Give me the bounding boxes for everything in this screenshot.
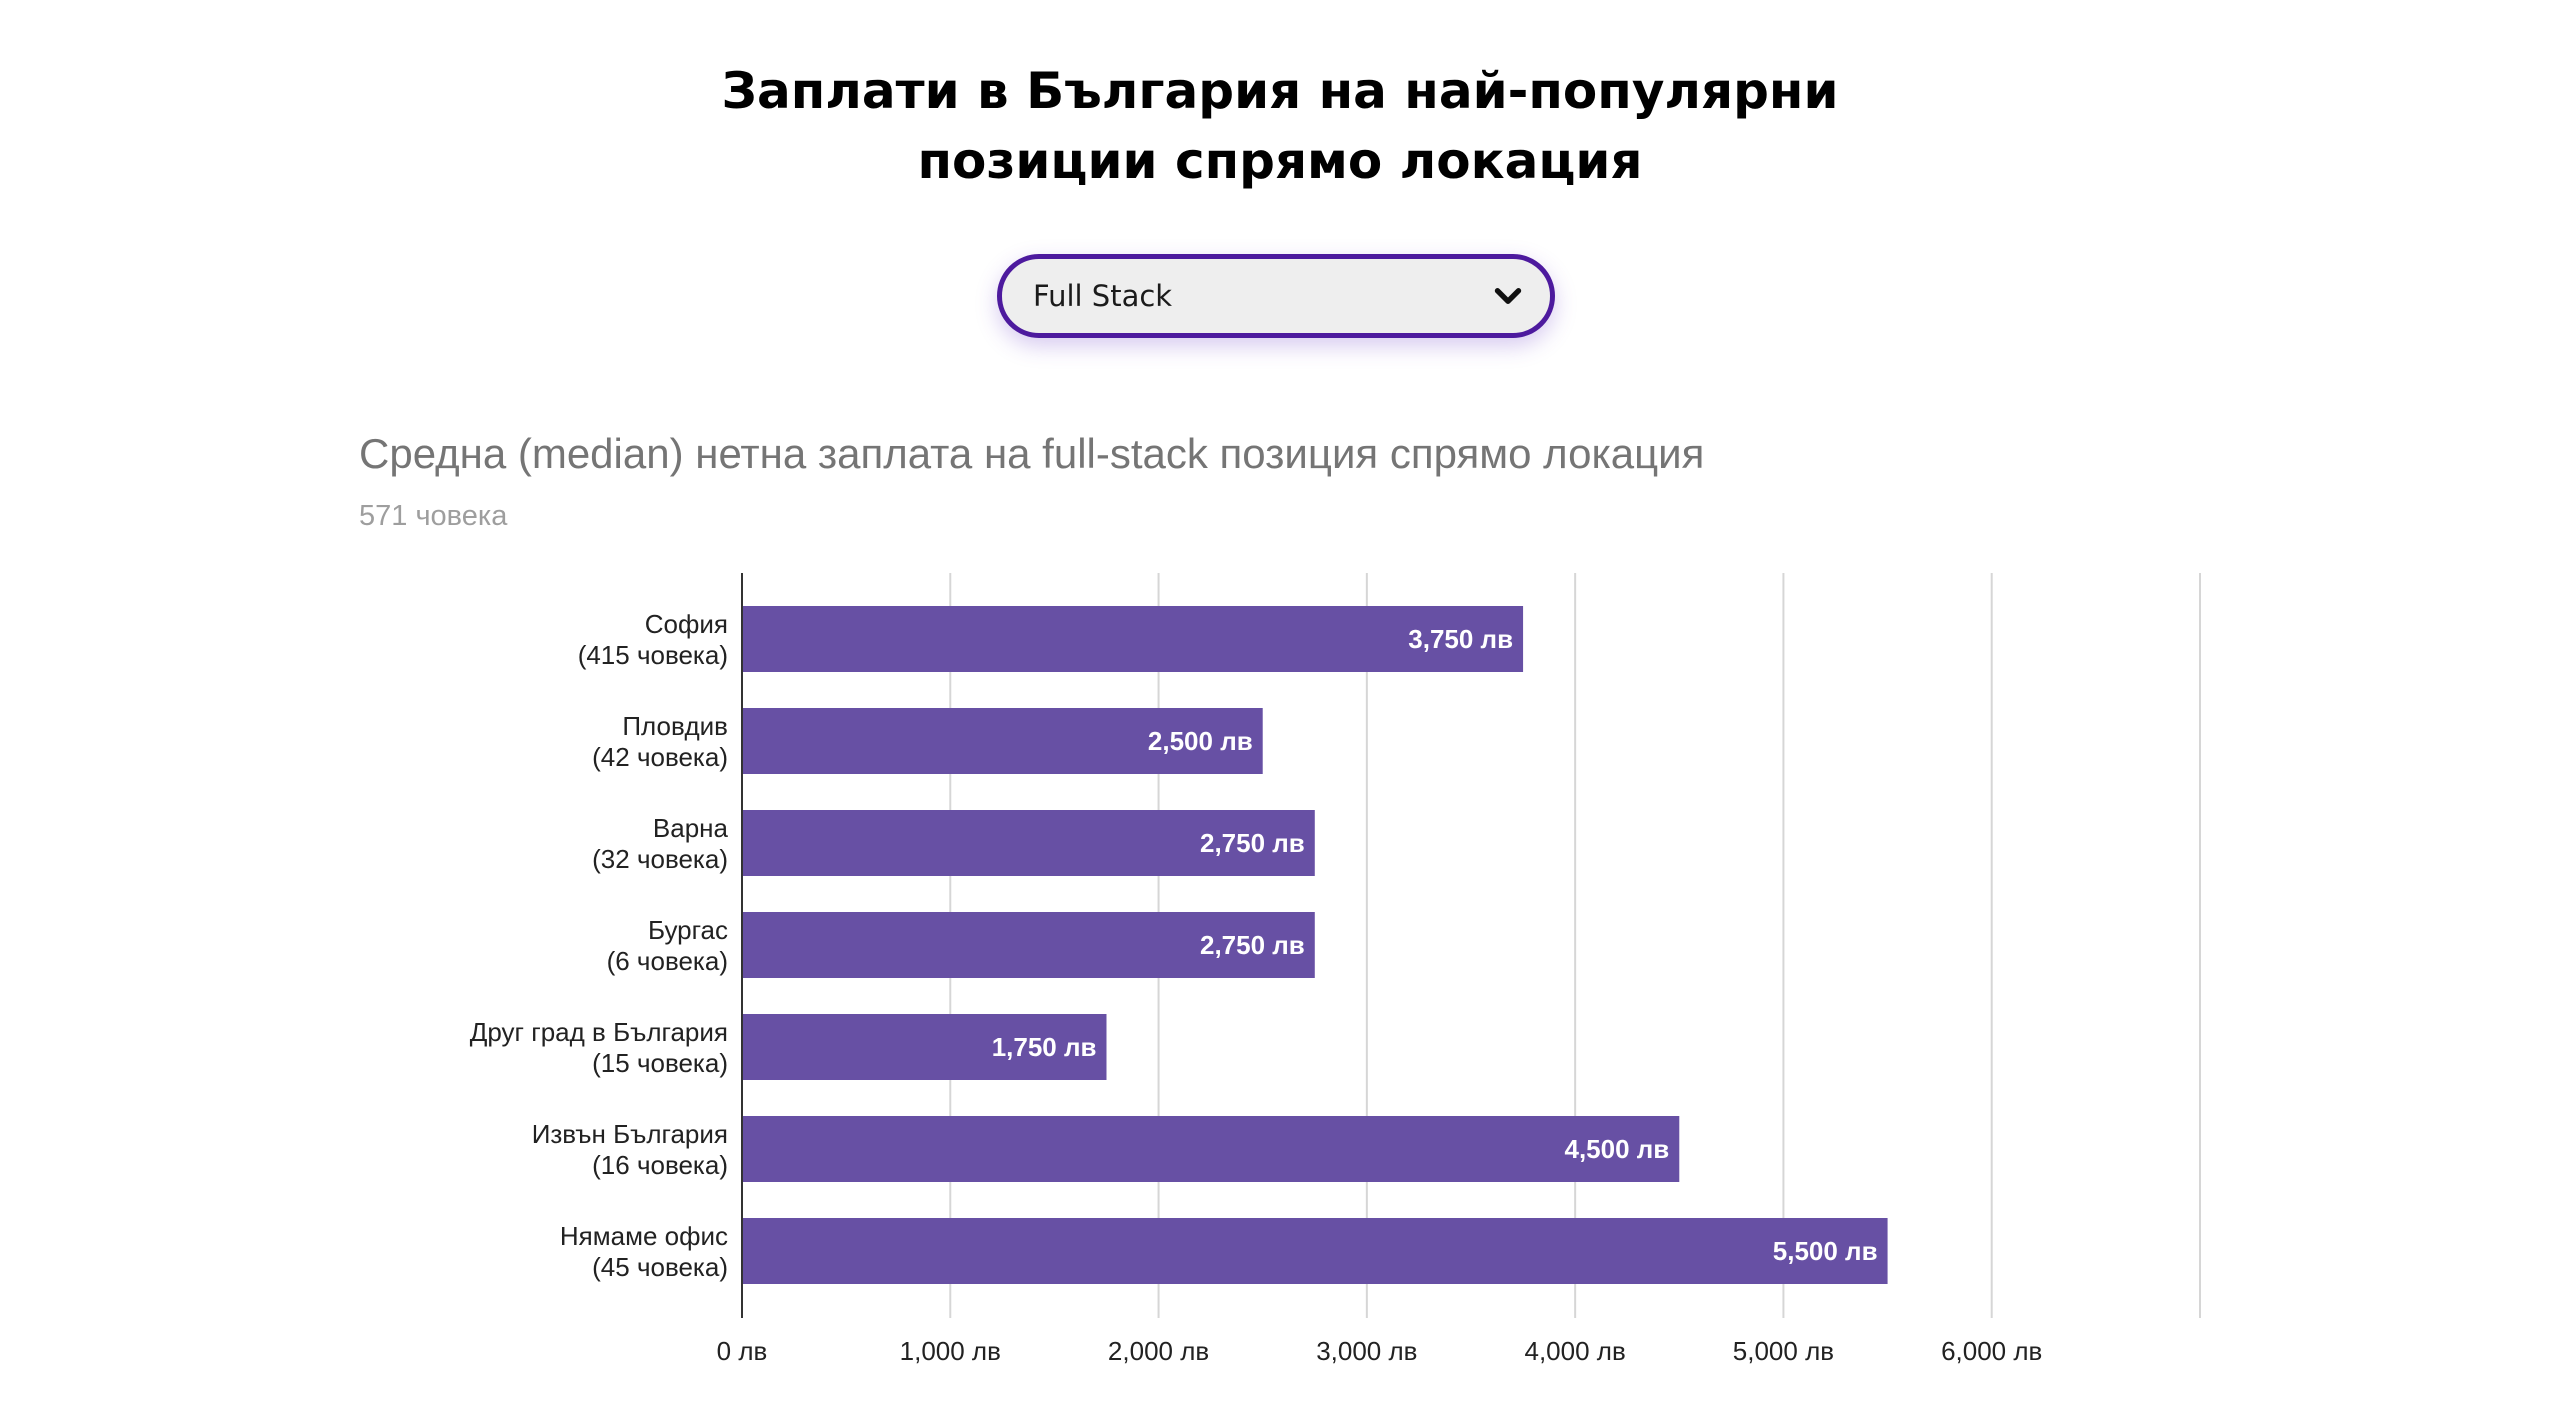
x-tick-label: 5,000 лв (1733, 1336, 1834, 1366)
x-tick-label: 0 лв (717, 1336, 768, 1366)
x-tick-label: 6,000 лв (1941, 1336, 2042, 1366)
category-label: Извън България (16 човека) (532, 1119, 728, 1180)
bar-value-label: 2,500 лв (1148, 726, 1253, 756)
page-title: Заплати в България на най-популярни пози… (0, 56, 2560, 196)
bar (742, 708, 1263, 774)
bar (742, 1218, 1888, 1284)
position-select-value: Full Stack (1033, 279, 1173, 313)
bar (742, 810, 1315, 876)
category-label-line: (15 човека) (592, 1048, 728, 1078)
bar-value-label: 2,750 лв (1200, 930, 1305, 960)
bar (742, 912, 1315, 978)
position-select[interactable]: Full Stack (997, 254, 1555, 338)
bar-value-label: 4,500 лв (1564, 1134, 1669, 1164)
category-label-line: (45 човека) (592, 1252, 728, 1282)
category-label-line: Извън България (532, 1119, 728, 1149)
category-label-line: Друг град в България (470, 1017, 728, 1047)
bar-value-label: 2,750 лв (1200, 828, 1305, 858)
page-title-line-2: позиции спрямо локация (917, 132, 1643, 190)
category-label: Друг град в България (15 човека) (470, 1017, 728, 1078)
category-label: Пловдив (42 човека) (592, 711, 728, 772)
bar-value-label: 1,750 лв (992, 1032, 1097, 1062)
x-tick-label: 1,000 лв (900, 1336, 1001, 1366)
category-label-line: Пловдив (622, 711, 728, 741)
chart-subtitle: 571 човека (359, 500, 508, 532)
bar (742, 1014, 1107, 1080)
category-label-line: (32 човека) (592, 844, 728, 874)
bar-value-label: 5,500 лв (1773, 1236, 1878, 1266)
x-tick-label: 2,000 лв (1108, 1336, 1209, 1366)
x-tick-label: 4,000 лв (1525, 1336, 1626, 1366)
category-label-line: Варна (653, 813, 729, 843)
category-label: София (415 човека) (578, 609, 728, 670)
category-label: Бургас (6 човека) (607, 915, 728, 976)
page-title-line-1: Заплати в България на най-популярни (721, 62, 1839, 120)
x-tick-label: 3,000 лв (1316, 1336, 1417, 1366)
category-label-line: (16 човека) (592, 1150, 728, 1180)
category-label: Нямаме офис (45 човека) (560, 1221, 728, 1282)
category-label-line: Нямаме офис (560, 1221, 728, 1251)
category-label-line: (6 човека) (607, 946, 728, 976)
category-label-line: София (645, 609, 728, 639)
chart-title: Средна (median) нетна заплата на full-st… (359, 430, 1705, 477)
category-label: Варна (32 човека) (592, 813, 728, 874)
category-label-line: Бургас (648, 915, 728, 945)
category-label-line: (415 човека) (578, 640, 728, 670)
bar-value-label: 3,750 лв (1408, 624, 1513, 654)
chevron-down-icon (1494, 288, 1522, 304)
bar (742, 606, 1524, 672)
category-label-line: (42 човека) (592, 742, 728, 772)
bar (742, 1116, 1680, 1182)
